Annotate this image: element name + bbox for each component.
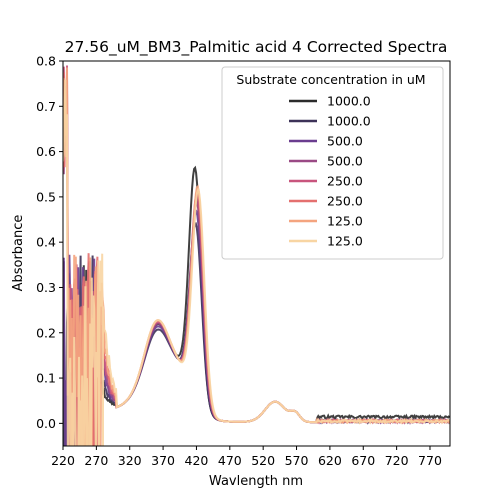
x-tick-label: 320 xyxy=(118,453,142,468)
x-tick-label: 420 xyxy=(185,453,209,468)
y-tick-label: 0.2 xyxy=(36,325,56,340)
x-tick-label: 520 xyxy=(251,453,275,468)
y-tick-label: 0.1 xyxy=(36,371,56,386)
y-tick-label: 0.0 xyxy=(36,416,56,431)
series-line xyxy=(63,79,450,446)
legend-entry-label: 1000.0 xyxy=(327,114,371,129)
y-tick-label: 0.7 xyxy=(36,99,56,114)
legend-entries: 1000.0 1000.0 500.0 500.0 250.0 250.0 125.0 125… xyxy=(289,94,371,249)
series-layer xyxy=(63,65,450,446)
plot-frame xyxy=(62,60,451,447)
legend: Substrate concentration in uM 1000.01000… xyxy=(221,66,444,260)
x-tick-label: 570 xyxy=(285,453,309,468)
legend-entry-label: 125.0 xyxy=(327,214,363,229)
x-tick-label: 770 xyxy=(418,453,442,468)
x-axis-ticks: 220 270 320 370 420 470 520 570 620 670 720 770 xyxy=(51,446,442,468)
legend-entry-label: 500.0 xyxy=(327,154,363,169)
legend-entry-label: 250.0 xyxy=(327,194,363,209)
legend-entry-label: 250.0 xyxy=(327,174,363,189)
x-axis-label: Wavlength nm xyxy=(209,474,303,489)
y-axis-ticks: 0.0 0.1 0.2 0.3 0.4 0.5 0.6 0.7 0.8 xyxy=(36,54,63,431)
x-tick-label: 620 xyxy=(318,453,342,468)
legend-entry-label: 1000.0 xyxy=(327,94,371,109)
y-tick-label: 0.4 xyxy=(36,235,56,250)
x-tick-label: 470 xyxy=(218,453,242,468)
y-tick-label: 0.5 xyxy=(36,189,56,204)
x-tick-label: 220 xyxy=(51,453,75,468)
legend-title: Substrate concentration in uM xyxy=(236,72,425,87)
legend-entry-label: 500.0 xyxy=(327,134,363,149)
y-tick-label: 0.6 xyxy=(36,144,56,159)
x-tick-label: 270 xyxy=(84,453,108,468)
y-tick-label: 0.8 xyxy=(36,54,56,69)
legend-box xyxy=(221,66,444,260)
x-tick-label: 720 xyxy=(385,453,409,468)
y-axis-label: Absorbance xyxy=(11,215,26,292)
x-tick-label: 370 xyxy=(151,453,175,468)
chart-title: 27.56_uM_BM3_Palmitic acid 4 Corrected S… xyxy=(65,38,448,57)
x-tick-label: 670 xyxy=(351,453,375,468)
legend-entry-label: 125.0 xyxy=(327,234,363,249)
y-tick-label: 0.3 xyxy=(36,280,56,295)
